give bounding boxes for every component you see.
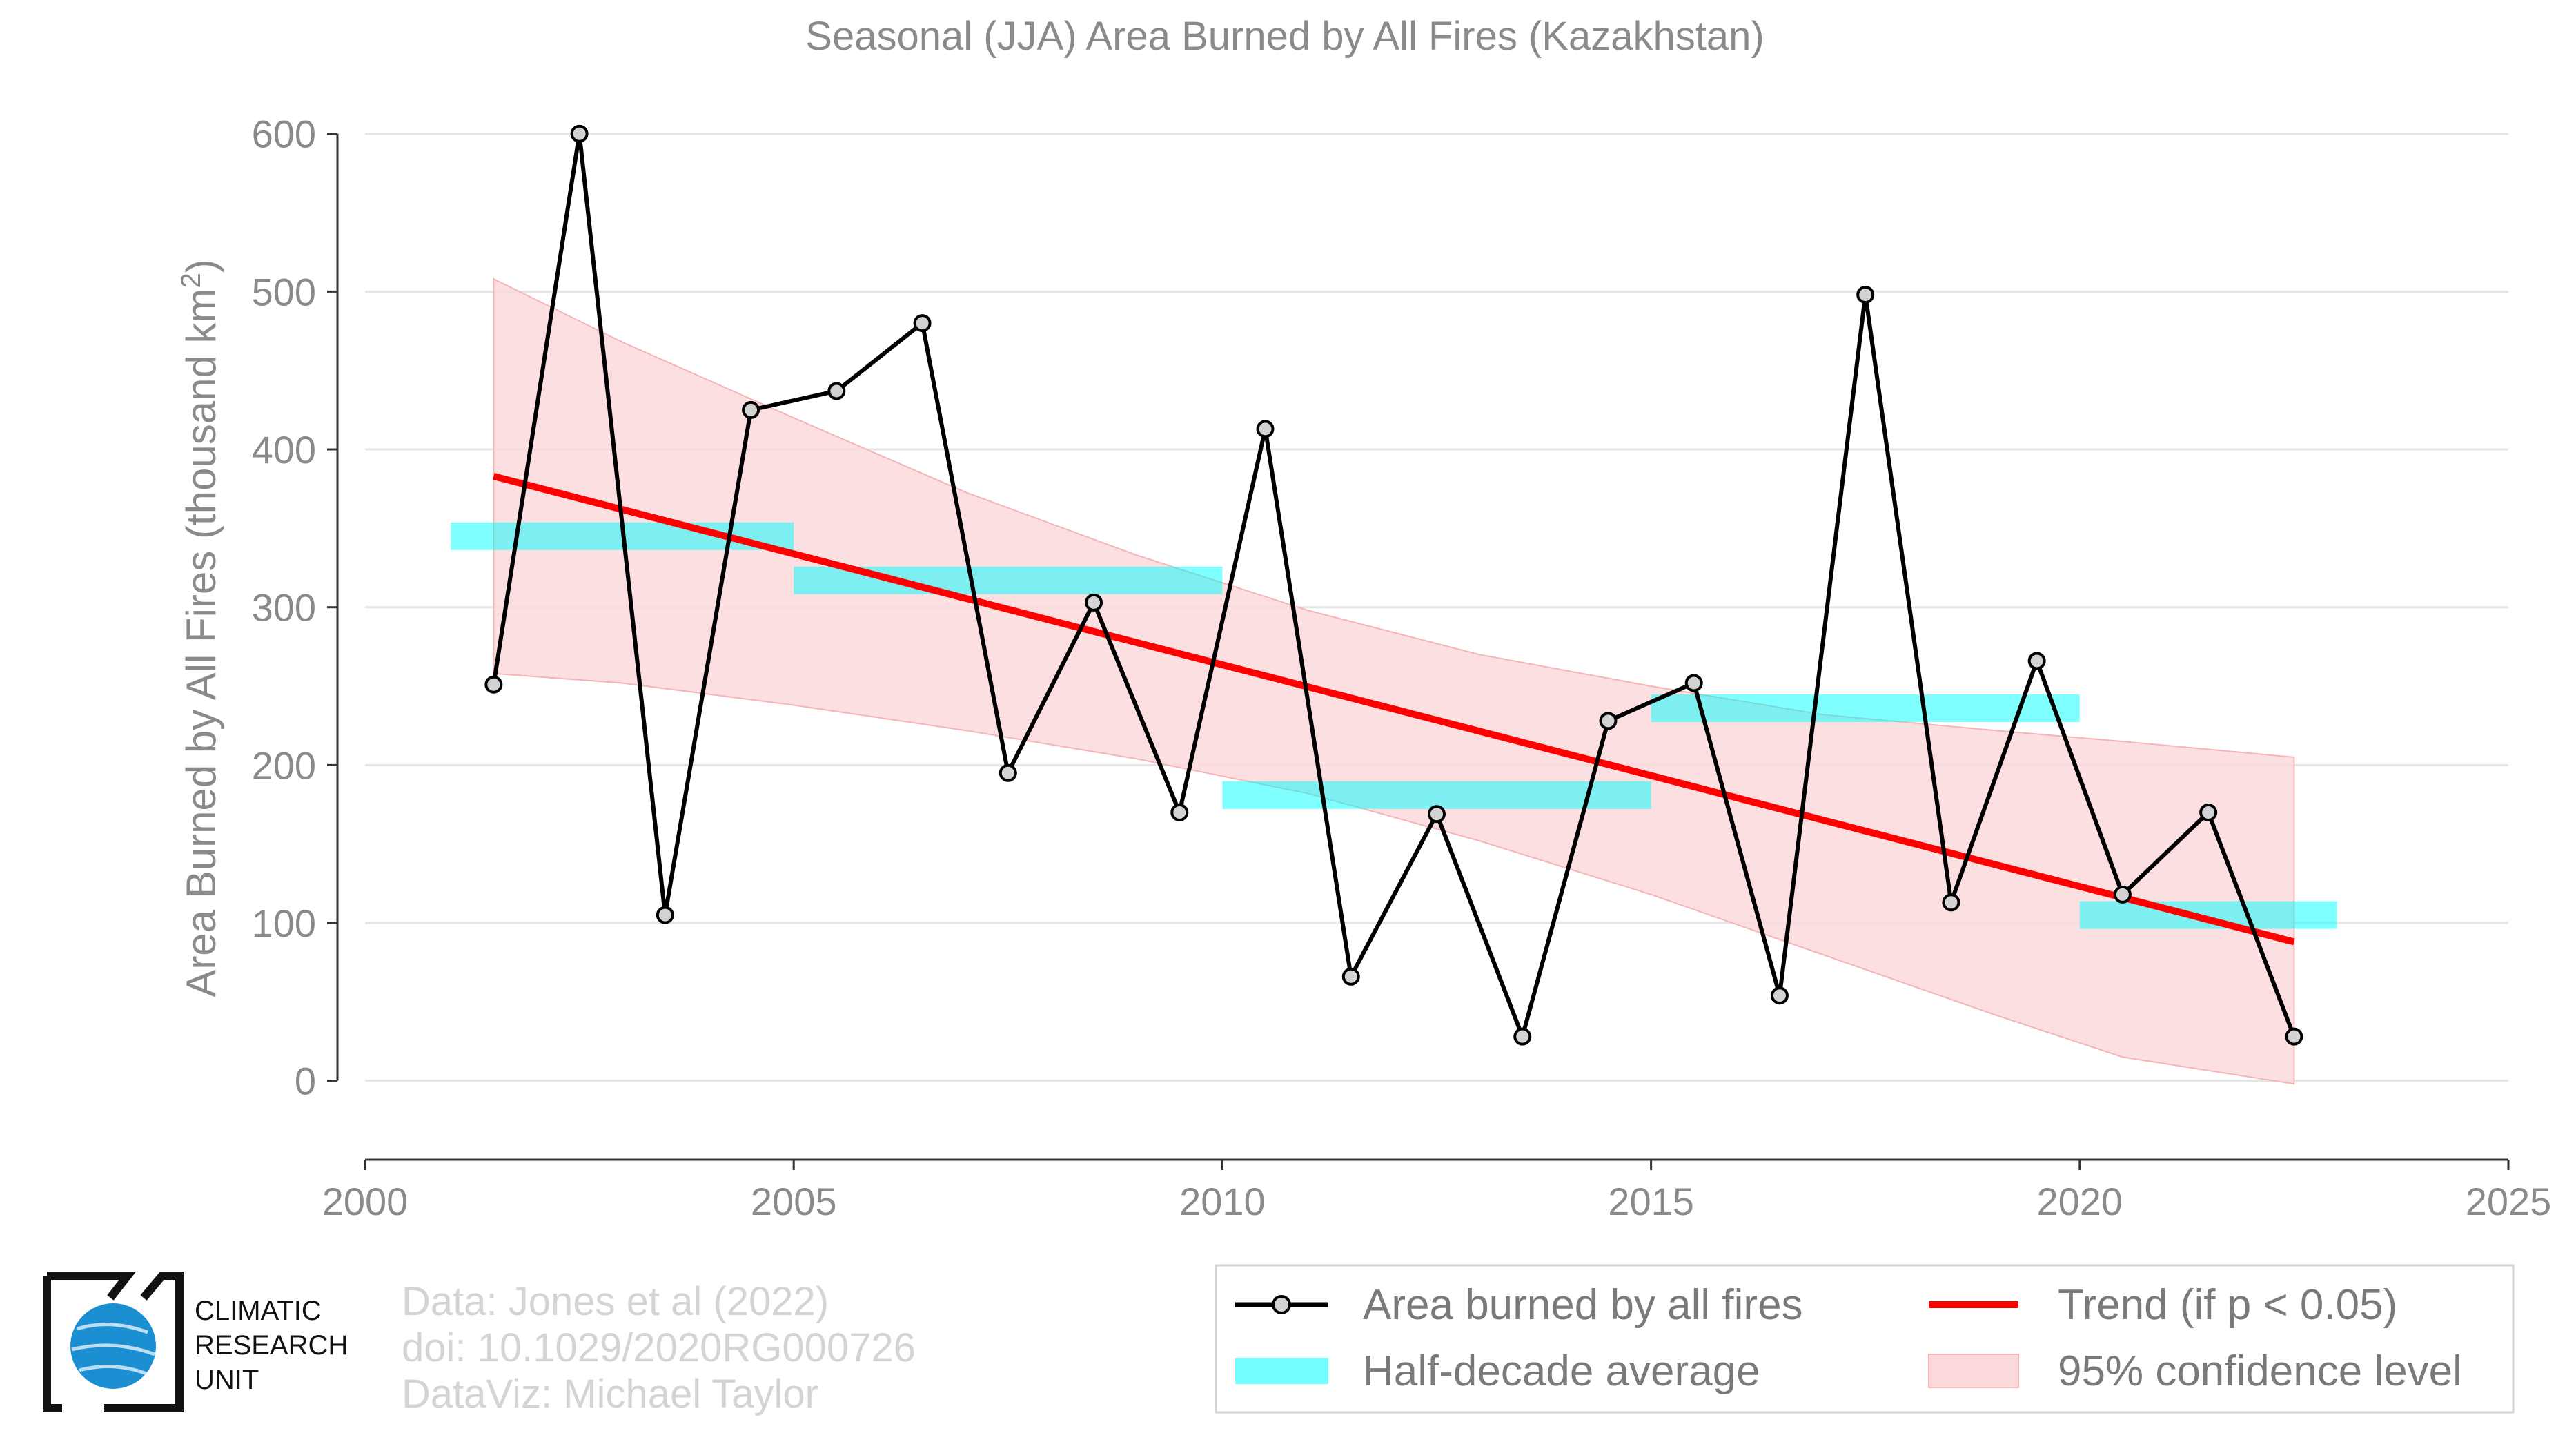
credit-data: Data: Jones et al (2022) xyxy=(402,1279,829,1324)
x-tick-label: 2025 xyxy=(2466,1180,2552,1223)
x-tick-label: 2020 xyxy=(2037,1180,2123,1223)
legend-entry-trend: Trend (if p < 0.05) xyxy=(2058,1281,2397,1329)
data-point xyxy=(1599,712,1618,730)
y-tick-label: 600 xyxy=(252,113,316,156)
data-point xyxy=(2027,652,2046,670)
legend-entry-halfdecade: Half-decade average xyxy=(1363,1347,1760,1395)
x-tick-label: 2005 xyxy=(751,1180,837,1223)
data-point xyxy=(2199,803,2218,821)
legend-entry-confidence: 95% confidence level xyxy=(2058,1347,2462,1395)
y-tick-label: 400 xyxy=(252,428,316,471)
data-series xyxy=(484,124,2303,1046)
cru-logo: CLIMATIC RESEARCH UNIT xyxy=(43,1272,348,1412)
half-decade-bar xyxy=(1222,781,1651,809)
data-point xyxy=(570,124,589,143)
y-axis: 0 100 200 300 400 500 600 xyxy=(252,113,339,1103)
x-tick-label: 2000 xyxy=(322,1180,409,1223)
confidence-band-area xyxy=(493,277,2295,1085)
data-point xyxy=(1856,285,1875,304)
legend-confidence-symbol xyxy=(1928,1354,2019,1388)
trend-line xyxy=(493,473,2295,946)
data-point xyxy=(656,906,674,924)
legend-box xyxy=(1215,1264,2515,1414)
data-point xyxy=(484,675,503,694)
half-decade-bar xyxy=(2079,901,2337,929)
credit-dataviz: DataViz: Michael Taylor xyxy=(402,1372,818,1416)
trend-line-segment xyxy=(493,473,2295,946)
x-axis: 2000 2005 2010 2015 2020 2025 xyxy=(322,1158,2552,1223)
y-tick-label: 0 xyxy=(295,1060,316,1103)
series-line xyxy=(491,131,2297,1039)
confidence-band xyxy=(493,277,2295,1085)
data-point xyxy=(1170,803,1189,821)
data-point xyxy=(1341,967,1360,986)
logo-bracket-left xyxy=(43,1272,137,1412)
logo-line-2: RESEARCH xyxy=(195,1330,348,1361)
logo-bracket-right xyxy=(104,1272,184,1412)
data-point xyxy=(999,763,1017,782)
chart-title: Seasonal (JJA) Area Burned by All Fires … xyxy=(805,14,1764,59)
half-decade-bar xyxy=(1651,694,2080,723)
data-point xyxy=(1684,674,1703,692)
data-point xyxy=(1085,593,1103,612)
x-tick-label: 2015 xyxy=(1608,1180,1694,1223)
y-tick-label: 200 xyxy=(252,743,316,787)
data-point xyxy=(742,400,760,419)
data-point xyxy=(1513,1027,1532,1046)
legend-marker-symbol xyxy=(1272,1295,1291,1314)
data-point xyxy=(2285,1027,2303,1046)
data-point xyxy=(1942,893,1960,912)
logo-line-3: UNIT xyxy=(195,1365,259,1395)
y-tick-label: 100 xyxy=(252,902,316,945)
y-tick-label: 300 xyxy=(252,586,316,630)
data-point xyxy=(1770,986,1789,1005)
logo-line-1: CLIMATIC xyxy=(195,1296,322,1326)
x-tick-label: 2010 xyxy=(1179,1180,1266,1223)
data-point xyxy=(913,314,932,333)
data-point xyxy=(1428,805,1446,824)
legend: Area burned by all fires Trend (if p < 0… xyxy=(1215,1264,2515,1414)
credit-doi: doi: 10.1029/2020RG000726 xyxy=(402,1325,916,1370)
y-axis-label: Area Burned by All Fires (thousand km2) xyxy=(176,259,224,997)
data-point xyxy=(827,382,846,400)
data-point xyxy=(2113,885,2132,904)
legend-entry-series: Area burned by all fires xyxy=(1363,1281,1803,1329)
legend-halfdecade-symbol xyxy=(1235,1358,1328,1384)
y-axis-label-end: ) xyxy=(178,259,224,273)
y-tick-label: 500 xyxy=(252,270,316,313)
data-point xyxy=(1256,420,1275,438)
y-axis-label-superscript: 2 xyxy=(176,273,206,288)
